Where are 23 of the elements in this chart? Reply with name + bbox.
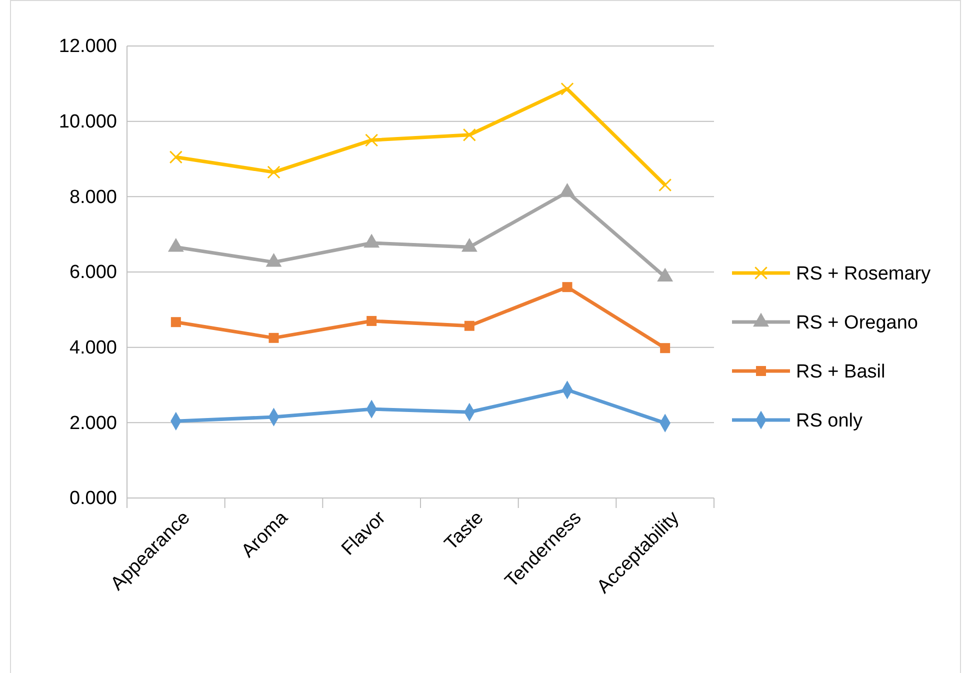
y-tick-label: 8.000 bbox=[69, 186, 117, 208]
point bbox=[169, 150, 182, 164]
y-tick-label: 4.000 bbox=[69, 337, 117, 358]
point bbox=[462, 128, 476, 142]
point bbox=[658, 178, 672, 192]
legend-label: RS + Rosemary bbox=[796, 264, 932, 285]
y-tick-label: 2.000 bbox=[69, 412, 117, 434]
point bbox=[268, 332, 279, 343]
point bbox=[560, 82, 574, 96]
point bbox=[170, 317, 181, 328]
legend-label: RS + Basil bbox=[796, 362, 886, 383]
y-tick-label: 0.000 bbox=[69, 488, 117, 510]
point bbox=[365, 134, 378, 147]
y-tick-label: 10.000 bbox=[58, 111, 117, 132]
point bbox=[366, 316, 377, 326]
point bbox=[660, 343, 670, 354]
y-tick-label: 6.000 bbox=[69, 262, 117, 284]
point bbox=[267, 166, 280, 179]
legend-label: RS + Oregano bbox=[796, 312, 918, 334]
point bbox=[464, 320, 474, 331]
legend-label: RS only bbox=[796, 410, 864, 432]
y-tick-label: 12.000 bbox=[58, 36, 117, 58]
point bbox=[562, 282, 572, 292]
